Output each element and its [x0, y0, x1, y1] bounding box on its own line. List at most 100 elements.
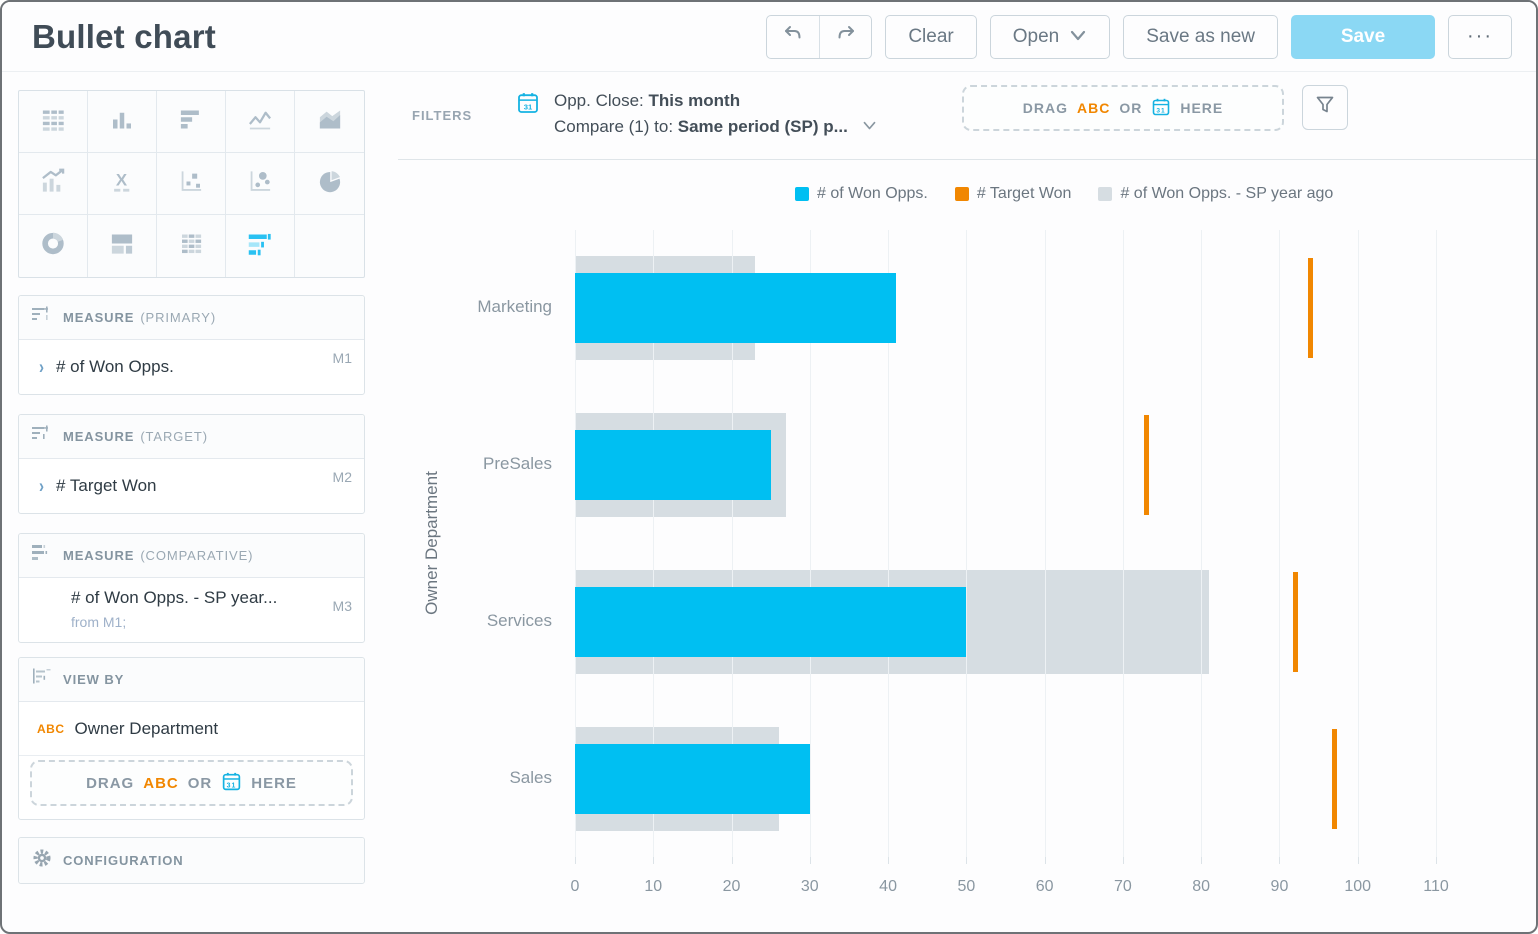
target-marker-services[interactable] — [1292, 571, 1298, 672]
measure-target-icon — [31, 425, 53, 448]
date-filter-chip[interactable]: 31 Opp. Close: This month Compare (1) to… — [516, 88, 877, 140]
vis-type-pie-chart[interactable] — [295, 153, 364, 215]
configuration-panel: CONFIGURATION — [18, 837, 365, 884]
heatmap-icon — [176, 230, 206, 262]
clear-button[interactable]: Clear — [885, 14, 977, 59]
x-axis-label-90: 90 — [1270, 878, 1289, 895]
view-by-item[interactable]: ABC Owner Department — [19, 702, 364, 756]
chart-legend: # of Won Opps. # Target Won # of Won Opps.… — [795, 185, 1333, 203]
save-button[interactable]: Save — [1291, 14, 1435, 59]
vis-type-bullet-chart-selected[interactable] — [226, 215, 295, 277]
legend-label-comparative: # of Won Opps. - SP year ago — [1120, 185, 1334, 202]
save-as-new-button[interactable]: Save as new — [1123, 14, 1278, 59]
legend-item-target[interactable]: # Target Won — [954, 185, 1071, 203]
undo-redo-group — [766, 14, 873, 59]
more-menu-button[interactable]: ··· — [1448, 14, 1512, 59]
bucket-measure-target: MEASURE (TARGET) › # Target Won M2 — [18, 414, 365, 514]
vis-type-bar-chart[interactable] — [157, 91, 226, 153]
gridline-x-10 — [653, 230, 655, 857]
vis-type-line-chart[interactable] — [226, 91, 295, 153]
undo-button[interactable] — [767, 16, 819, 58]
vis-type-scatter-plot[interactable] — [157, 153, 226, 215]
open-button[interactable]: Open — [989, 14, 1111, 59]
bucket-target-title: MEASURE — [63, 429, 135, 444]
primary-bar-services[interactable] — [575, 586, 967, 657]
filters-drop-zone[interactable]: DRAG ABC OR 31 HERE — [962, 85, 1284, 131]
redo-button[interactable] — [819, 15, 871, 58]
vis-type-heatmap[interactable] — [157, 215, 226, 277]
legend-item-primary[interactable]: # of Won Opps. — [795, 185, 928, 203]
calendar-icon: 31 — [1151, 97, 1171, 120]
chevron-right-icon[interactable]: › — [39, 355, 44, 379]
gridline-x-40 — [888, 230, 890, 857]
x-axis-label-10: 10 — [644, 878, 663, 895]
vis-type-combo-chart[interactable] — [19, 153, 88, 215]
primary-bar-marketing[interactable] — [575, 273, 896, 344]
primary-bar-sales[interactable] — [575, 743, 810, 814]
toolbar: Clear Open Save as new Save ··· — [766, 14, 1512, 59]
svg-text:X: X — [116, 170, 128, 189]
bucket-comparative-qualifier: (COMPARATIVE) — [140, 548, 254, 563]
gridline-x-50 — [966, 230, 968, 857]
legend-swatch-comparative — [1098, 187, 1113, 201]
svg-text:31: 31 — [1157, 107, 1166, 114]
filter-line2-prefix: Compare (1) to: — [554, 117, 678, 136]
vis-type-donut-chart[interactable] — [19, 215, 88, 277]
view-by-drop-zone[interactable]: DRAG ABC OR 31 HERE — [30, 760, 353, 806]
redo-arrow-icon — [834, 22, 858, 51]
measure-item-m2[interactable]: › # Target Won M2 — [19, 459, 364, 513]
target-marker-marketing[interactable] — [1308, 258, 1314, 359]
vis-type-area-chart[interactable] — [295, 91, 364, 153]
bucket-measure-primary: MEASURE (PRIMARY) › # of Won Opps. M1 — [18, 295, 365, 395]
table-icon — [38, 106, 68, 138]
bullet-chart-icon — [245, 230, 275, 262]
attribute-filter-button[interactable] — [1302, 85, 1348, 130]
measure-item-m1[interactable]: › # of Won Opps. M1 — [19, 340, 364, 394]
measure-comparative-icon — [31, 544, 53, 567]
bucket-primary-title: MEASURE — [63, 310, 135, 325]
treemap-icon — [107, 230, 137, 262]
legend-item-comparative[interactable]: # of Won Opps. - SP year ago — [1098, 185, 1333, 203]
gridline-x-90 — [1279, 230, 1281, 857]
x-axis-tick — [809, 857, 811, 864]
x-axis-label-80: 80 — [1192, 878, 1211, 895]
x-axis-label-60: 60 — [1035, 878, 1054, 895]
filters-bar: FILTERS 31 Opp. Close: This month Compar… — [398, 72, 1536, 160]
page-title: Bullet chart — [32, 17, 216, 55]
x-axis-label-20: 20 — [722, 878, 741, 895]
measure-m3-name: # of Won Opps. - SP year... — [71, 588, 278, 607]
primary-bar-presales[interactable] — [575, 430, 771, 501]
svg-text:31: 31 — [524, 103, 533, 112]
vis-type-bubble-chart[interactable] — [226, 153, 295, 215]
donut-chart-icon — [38, 230, 68, 262]
combo-chart-icon — [38, 168, 68, 200]
funnel-icon — [1313, 93, 1337, 122]
target-marker-presales[interactable] — [1143, 415, 1149, 516]
vis-type-headline[interactable]: X — [88, 153, 157, 215]
date-filter-text: Opp. Close: This month Compare (1) to: S… — [554, 88, 848, 140]
vis-type-column-chart[interactable] — [88, 91, 157, 153]
abc-attribute-icon: ABC — [143, 774, 179, 792]
configuration-label: CONFIGURATION — [63, 853, 184, 868]
legend-swatch-target — [954, 187, 969, 201]
x-axis-label-100: 100 — [1344, 878, 1372, 895]
scatter-plot-icon — [176, 168, 206, 200]
gridline-x-110 — [1436, 230, 1437, 857]
measure-m3-subtitle: from M1; — [71, 614, 127, 630]
category-label-sales: Sales — [509, 767, 552, 787]
x-axis-tick — [1357, 857, 1359, 864]
bucket-target-header: MEASURE (TARGET) — [19, 415, 364, 459]
vis-type-table[interactable] — [19, 91, 88, 153]
bucket-primary-header: MEASURE (PRIMARY) — [19, 296, 364, 340]
target-marker-sales[interactable] — [1331, 728, 1337, 829]
vis-type-treemap[interactable] — [88, 215, 157, 277]
category-label-services: Services — [486, 610, 552, 630]
bucket-view-by: VIEW BY ABC Owner Department DRAG ABC OR… — [18, 657, 365, 820]
measure-item-m3[interactable]: # of Won Opps. - SP year... from M1; M3 — [19, 578, 364, 642]
svg-text:31: 31 — [227, 782, 237, 789]
chevron-right-icon[interactable]: › — [39, 474, 44, 498]
area-chart-icon — [315, 106, 345, 138]
gridline-x-30 — [809, 230, 811, 857]
configuration-toggle[interactable]: CONFIGURATION — [19, 838, 364, 883]
